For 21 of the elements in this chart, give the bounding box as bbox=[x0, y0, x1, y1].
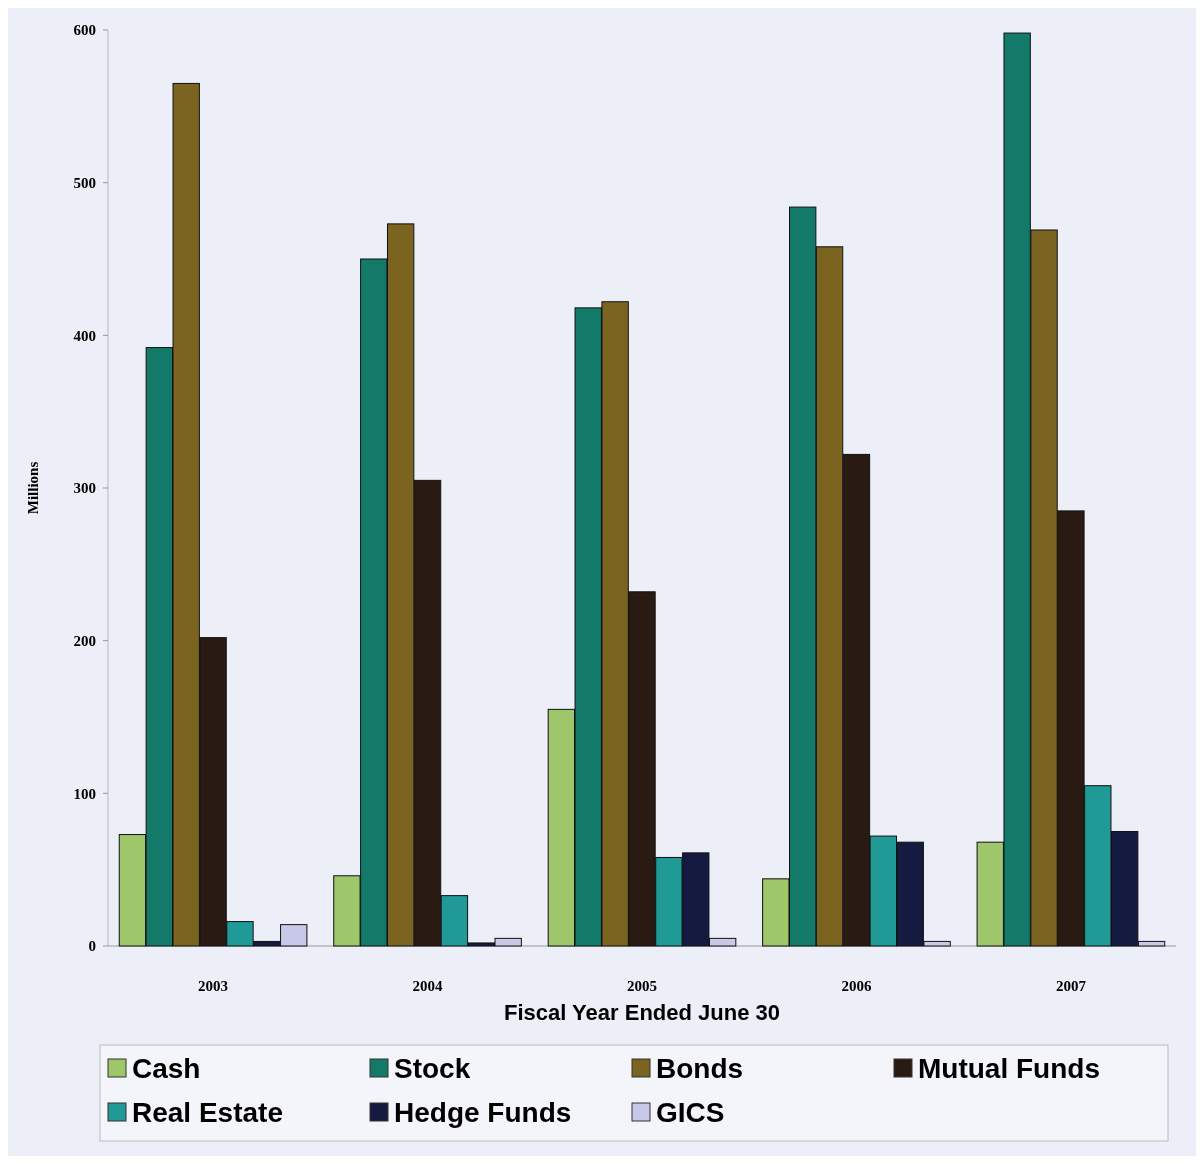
legend-label: Hedge Funds bbox=[394, 1096, 572, 1128]
legend-label: Stock bbox=[394, 1052, 471, 1084]
legend-label: GICS bbox=[656, 1096, 725, 1128]
y-axis-title: Millions bbox=[25, 461, 41, 515]
x-tick-label: 2003 bbox=[198, 978, 229, 994]
x-axis-title: Fiscal Year Ended June 30 bbox=[504, 1000, 780, 1025]
legend-label: Real Estate bbox=[132, 1096, 283, 1128]
legend-label: Bonds bbox=[656, 1052, 744, 1084]
y-tick-label: 300 bbox=[73, 480, 96, 497]
y-tick-label: 400 bbox=[73, 327, 96, 344]
y-tick-label: 100 bbox=[73, 785, 96, 802]
x-tick-label: 2004 bbox=[412, 978, 444, 994]
y-tick-label: 0 bbox=[88, 938, 96, 955]
legend-label: Cash bbox=[132, 1052, 201, 1084]
y-tick-label: 200 bbox=[73, 632, 96, 649]
y-tick-label: 500 bbox=[73, 174, 96, 191]
x-tick-label: 2007 bbox=[1055, 978, 1087, 994]
x-tick-label: 2005 bbox=[627, 978, 657, 994]
legend-label: Mutual Funds bbox=[918, 1052, 1100, 1084]
x-tick-label: 2006 bbox=[841, 978, 872, 994]
y-tick-label: 600 bbox=[73, 22, 96, 39]
